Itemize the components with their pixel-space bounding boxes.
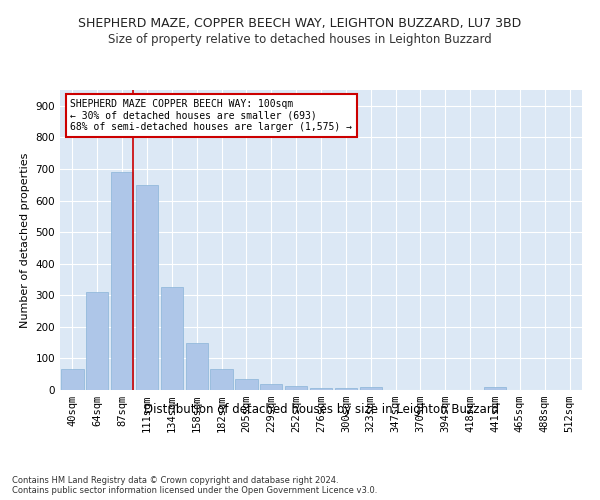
Bar [484,387,506,390]
Bar [161,288,183,390]
Bar [235,379,257,390]
Text: Size of property relative to detached houses in Leighton Buzzard: Size of property relative to detached ho… [108,32,492,46]
Text: Distribution of detached houses by size in Leighton Buzzard: Distribution of detached houses by size … [143,402,499,415]
Bar [136,184,158,390]
Bar [359,388,382,390]
Bar [310,388,332,390]
Bar [285,386,307,390]
Text: SHEPHERD MAZE, COPPER BEECH WAY, LEIGHTON BUZZARD, LU7 3BD: SHEPHERD MAZE, COPPER BEECH WAY, LEIGHTO… [79,18,521,30]
Y-axis label: Number of detached properties: Number of detached properties [20,152,30,328]
Bar [335,388,357,390]
Bar [211,370,233,390]
Text: SHEPHERD MAZE COPPER BEECH WAY: 100sqm
← 30% of detached houses are smaller (693: SHEPHERD MAZE COPPER BEECH WAY: 100sqm ←… [70,99,352,132]
Bar [61,370,83,390]
Bar [260,384,283,390]
Bar [86,292,109,390]
Text: Contains HM Land Registry data © Crown copyright and database right 2024.
Contai: Contains HM Land Registry data © Crown c… [12,476,377,495]
Bar [111,172,133,390]
Bar [185,342,208,390]
